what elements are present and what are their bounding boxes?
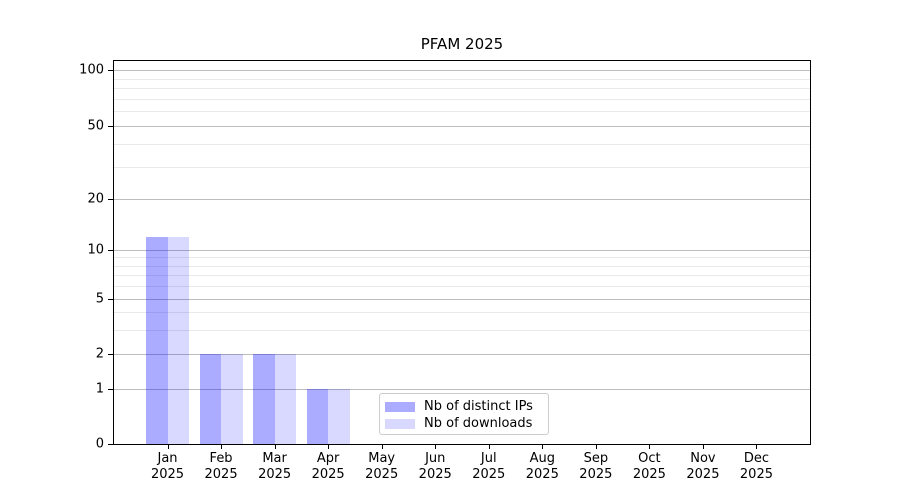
gridline-minor: [114, 166, 810, 168]
y-tick-label: 50: [87, 118, 104, 134]
y-tick-mark: [108, 354, 113, 355]
x-tick-mark: [488, 445, 490, 449]
y-tick-mark: [108, 389, 113, 390]
legend-label-distinct-ips: Nb of distinct IPs: [424, 399, 533, 414]
gridline-major: [114, 199, 810, 200]
x-tick-label-feb: Feb 2025: [204, 451, 238, 482]
y-tick-mark: [108, 199, 113, 200]
bar-mar-downloads: [274, 354, 297, 444]
y-tick-mark: [108, 250, 113, 251]
x-tick-label-jun: Jun 2025: [418, 451, 452, 482]
x-tick-mark: [381, 445, 383, 449]
bar-apr-distinct-ips: [306, 389, 329, 444]
plot-area: Nb of distinct IPs Nb of downloads: [113, 60, 811, 445]
x-tick-mark: [542, 445, 544, 449]
legend-swatch-downloads-icon: [385, 418, 415, 429]
gridline-minor: [114, 143, 810, 145]
x-tick-mark: [221, 445, 223, 449]
y-tick-mark: [108, 126, 113, 127]
x-tick-label-may: May 2025: [365, 451, 399, 482]
x-tick-mark: [702, 445, 704, 449]
gridline-minor: [114, 78, 810, 80]
gridline-major: [114, 354, 810, 355]
x-tick-label-jul: Jul 2025: [472, 451, 506, 482]
gridline-major: [114, 389, 810, 390]
y-tick-label: 5: [95, 291, 104, 307]
gridline-major: [114, 70, 810, 71]
bar-jan-downloads: [167, 236, 190, 444]
gridline-major: [114, 299, 810, 300]
y-tick-label: 2: [95, 346, 104, 362]
y-tick-mark: [108, 299, 113, 300]
y-tick-label: 100: [79, 62, 104, 78]
y-tick-label: 20: [87, 191, 104, 207]
x-tick-label-mar: Mar 2025: [258, 451, 292, 482]
gridline-minor: [114, 257, 810, 259]
bar-mar-distinct-ips: [253, 354, 275, 444]
x-tick-label-dec: Dec 2025: [739, 451, 773, 482]
y-tick-label: 1: [95, 381, 104, 397]
gridline-major: [114, 250, 810, 251]
gridline-minor: [114, 286, 810, 288]
x-tick-mark: [435, 445, 437, 449]
y-tick-label: 0: [95, 436, 104, 452]
x-tick-label-jan: Jan 2025: [150, 451, 185, 482]
x-tick-mark: [328, 445, 330, 449]
y-tick-mark: [108, 70, 113, 71]
x-tick-mark: [595, 445, 597, 449]
legend-item-distinct-ips: Nb of distinct IPs: [385, 398, 548, 415]
x-tick-label-apr: Apr 2025: [311, 451, 345, 482]
legend-item-downloads: Nb of downloads: [385, 415, 548, 432]
x-tick-label-aug: Aug 2025: [525, 451, 559, 482]
gridline-minor: [114, 88, 810, 90]
x-tick-mark: [274, 445, 276, 449]
gridline-major: [114, 126, 810, 127]
x-tick-label-nov: Nov 2025: [686, 451, 720, 482]
x-axis-tick-labels: Jan 2025 Feb 2025 Mar 2025 Apr 2025 May 2025 Jun 20…: [0, 451, 900, 487]
x-tick-label-oct: Oct 2025: [632, 451, 666, 482]
y-axis-tick-labels: 0 1 2 5 10 20 50 100: [0, 61, 104, 452]
y-tick-mark: [108, 444, 113, 445]
bar-feb-distinct-ips: [199, 354, 222, 444]
bar-feb-downloads: [221, 354, 243, 444]
gridline-minor: [114, 265, 810, 267]
gridline-minor: [114, 111, 810, 113]
gridline-minor: [114, 275, 810, 277]
chart-title: PFAM 2025: [420, 35, 504, 53]
legend-swatch-distinct-ips-icon: [385, 401, 415, 412]
bar-jan-distinct-ips: [146, 236, 168, 444]
y-tick-label: 10: [87, 242, 104, 258]
bar-apr-downloads: [328, 389, 350, 444]
x-tick-mark: [649, 445, 651, 449]
x-tick-mark: [756, 445, 758, 449]
legend: Nb of distinct IPs Nb of downloads: [379, 393, 549, 435]
gridline-minor: [114, 98, 810, 100]
x-tick-label-sep: Sep 2025: [579, 451, 613, 482]
gridline-minor: [114, 329, 810, 331]
x-tick-mark: [167, 445, 169, 449]
gridline-minor: [114, 312, 810, 314]
legend-label-downloads: Nb of downloads: [424, 416, 533, 431]
